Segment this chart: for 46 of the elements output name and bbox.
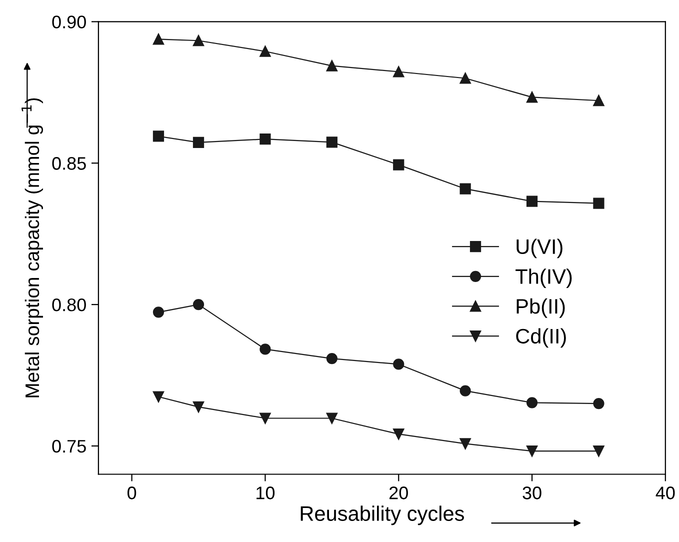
point — [192, 401, 204, 412]
point — [526, 92, 538, 103]
point — [326, 412, 338, 424]
point — [393, 159, 404, 170]
point — [460, 72, 471, 84]
point — [593, 95, 604, 106]
point — [460, 183, 471, 194]
legend-label: Pb(II) — [516, 298, 565, 318]
point — [326, 353, 338, 364]
point — [326, 60, 338, 72]
y-tick-label: 0.80 — [52, 298, 86, 312]
x-tick-label: 0 — [127, 486, 136, 500]
legend-label: Th(IV) — [516, 268, 572, 288]
point — [526, 446, 538, 457]
point — [260, 344, 271, 355]
point — [260, 46, 271, 57]
point — [192, 35, 204, 46]
point — [260, 134, 271, 145]
point — [393, 428, 404, 440]
point — [393, 358, 404, 370]
x-axis-title: Reusability cycles — [300, 506, 464, 526]
x-tick-label: 30 — [522, 486, 542, 500]
point — [152, 34, 164, 45]
legend-label: U(VI) — [516, 238, 562, 258]
point — [152, 391, 164, 402]
y-tick-label: 0.90 — [52, 16, 86, 28]
point — [460, 438, 471, 450]
point — [460, 385, 471, 396]
point — [192, 136, 204, 148]
point — [152, 130, 164, 142]
point — [152, 306, 164, 318]
y-tick-label: 0.85 — [52, 157, 86, 170]
point — [393, 66, 404, 78]
point — [260, 412, 271, 424]
point — [526, 196, 538, 207]
x-tick-label: 10 — [256, 486, 275, 500]
legend-label: Cd(II) — [516, 328, 566, 348]
point — [526, 397, 538, 408]
point — [593, 446, 604, 457]
y-tick-label: 0.75 — [52, 440, 86, 453]
point — [326, 136, 338, 148]
point — [593, 198, 604, 209]
x-tick-label: 20 — [389, 486, 408, 500]
x-tick-label: 40 — [656, 486, 675, 500]
point — [192, 298, 204, 310]
point — [593, 398, 604, 410]
